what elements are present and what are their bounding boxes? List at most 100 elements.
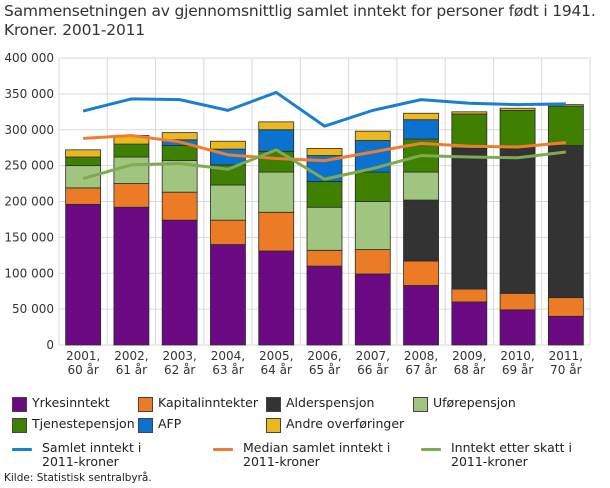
x-tick-label: 2006, xyxy=(307,349,341,363)
bar-stack xyxy=(451,111,488,346)
bar-segment-alderspensjon xyxy=(403,199,439,262)
bar-stack xyxy=(547,104,584,346)
bar-segment-tjenestepensjon xyxy=(354,171,391,202)
legend-swatch xyxy=(138,418,153,433)
legend-swatch xyxy=(138,397,153,412)
legend-swatch xyxy=(266,418,281,433)
chart-area: 0 50 000 100 000 150 000 200 000 250 000 300 0… xyxy=(4,51,591,377)
bar-segment-yrkesinntekt xyxy=(354,273,391,346)
y-tick-label: 0 xyxy=(46,338,54,352)
bar-segment-andre-overf-ringer xyxy=(210,140,246,150)
x-axis: 2001,60 år 2002,61 år 2003,62 år 2004,63 år… xyxy=(66,349,583,377)
legend-label: Kapitalinntekter xyxy=(158,395,258,410)
y-tick-label: 350 000 xyxy=(4,87,54,101)
x-tick-label: 60 år xyxy=(67,363,98,377)
bar-segment-uf-repensjon xyxy=(306,206,343,251)
x-tick-label: 2002, xyxy=(114,349,148,363)
bar-segment-andre-overf-ringer xyxy=(403,112,439,121)
bar-stack xyxy=(210,140,246,346)
bar-stack xyxy=(65,149,102,346)
x-tick-label: 64 år xyxy=(261,363,292,377)
bar-segment-yrkesinntekt xyxy=(547,315,584,346)
bar-segment-kapitalinntekter xyxy=(451,288,488,303)
bar-segment-alderspensjon xyxy=(451,148,488,290)
x-tick-label: 62 år xyxy=(164,363,195,377)
bar-segment-kapitalinntekter xyxy=(210,219,246,245)
legend-item-alderspensjon[interactable]: Alderspensjon xyxy=(266,396,374,412)
bar-segment-kapitalinntekter xyxy=(258,211,295,252)
x-tick-label: 2005, xyxy=(259,349,293,363)
legend-label: Uførepensjon xyxy=(433,395,516,410)
legend-swatch xyxy=(266,397,281,412)
line-samlet-inntekt-i-2011-kroner xyxy=(82,90,566,128)
legend-label: Inntekt etter skatt i 2011-kroner xyxy=(451,441,572,469)
legend-item-uforepensjon[interactable]: Uførepensjon xyxy=(413,396,516,412)
legend-label-line2: 2011-kroner xyxy=(42,454,119,469)
x-tick-label: 2003, xyxy=(163,349,197,363)
bar-segment-yrkesinntekt xyxy=(258,250,295,346)
legend-label: Alderspensjon xyxy=(286,395,375,410)
legend-label-line1: Median samlet inntekt i xyxy=(243,440,391,455)
bar-stack xyxy=(161,132,198,346)
chart-title: Sammensetningen av gjennomsnittlig samle… xyxy=(4,2,596,40)
bar-segment-andre-overf-ringer xyxy=(258,121,295,131)
legend-swatch xyxy=(12,397,27,412)
bar-segment-yrkesinntekt xyxy=(113,206,150,346)
bar-segment-uf-repensjon xyxy=(258,171,295,213)
bar-stack xyxy=(403,112,439,346)
x-tick-label: 2009, xyxy=(452,349,486,363)
legend-label: Samlet inntekt i 2011-kroner xyxy=(42,441,141,469)
bar-segment-afp xyxy=(403,119,439,140)
legend-item-afp[interactable]: AFP xyxy=(138,417,181,433)
x-tick-label: 69 år xyxy=(502,363,533,377)
legend-item-samlet-inntekt[interactable]: Samlet inntekt i 2011-kroner xyxy=(12,441,141,469)
legend-item-kapitalinntekter[interactable]: Kapitalinntekter xyxy=(138,396,258,412)
legend-item-andre-overforinger[interactable]: Andre overføringer xyxy=(266,417,404,433)
x-tick-label: 66 år xyxy=(357,363,388,377)
bar-segment-andre-overf-ringer xyxy=(161,132,198,141)
bar-segment-tjenestepensjon xyxy=(547,105,584,146)
legend-label-line1: Inntekt etter skatt i xyxy=(451,440,572,455)
bars xyxy=(65,104,584,346)
legend-label-line2: 2011-kroner xyxy=(243,454,320,469)
legend-label-line2: 2011-kroner xyxy=(451,454,528,469)
bar-segment-yrkesinntekt xyxy=(65,203,102,346)
bar-segment-tjenestepensjon xyxy=(451,113,488,149)
legend-item-inntekt-etter-skatt[interactable]: Inntekt etter skatt i 2011-kroner xyxy=(421,441,572,469)
y-tick-label: 150 000 xyxy=(4,230,54,244)
bar-segment-tjenestepensjon xyxy=(113,143,150,158)
bar-segment-uf-repensjon xyxy=(354,201,391,250)
legend-item-yrkesinntekt[interactable]: Yrkesinntekt xyxy=(12,396,110,412)
legend-item-median-samlet-inntekt[interactable]: Median samlet inntekt i 2011-kroner xyxy=(213,441,390,469)
bar-stack xyxy=(499,107,536,346)
legend-item-tjenestepensjon[interactable]: Tjenestepensjon xyxy=(12,417,135,433)
bar-segment-yrkesinntekt xyxy=(451,301,488,346)
x-tick-label: 2010, xyxy=(500,349,534,363)
bar-segment-kapitalinntekter xyxy=(306,249,343,267)
bar-segment-uf-repensjon xyxy=(113,156,150,184)
x-tick-label: 70 år xyxy=(550,363,581,377)
bar-stack xyxy=(354,130,391,346)
bar-segment-tjenestepensjon xyxy=(306,181,343,208)
bar-segment-yrkesinntekt xyxy=(210,244,246,346)
bar-segment-kapitalinntekter xyxy=(354,249,391,275)
x-tick-label: 2004, xyxy=(211,349,245,363)
x-tick-label: 2001, xyxy=(66,349,100,363)
x-tick-label: 2011, xyxy=(549,349,583,363)
line-inntekt-etter-skatt-i-2011-kroner xyxy=(82,148,567,181)
legend-label: Median samlet inntekt i 2011-kroner xyxy=(243,441,390,469)
bar-segment-yrkesinntekt xyxy=(161,219,198,346)
bar-segment-yrkesinntekt xyxy=(403,285,439,346)
y-tick-label: 400 000 xyxy=(4,51,54,65)
bar-segment-andre-overf-ringer xyxy=(451,111,488,115)
x-tick-label: 67 år xyxy=(405,363,436,377)
x-tick-label: 63 år xyxy=(212,363,243,377)
legend-line-swatch xyxy=(12,448,32,451)
x-tick-label: 2008, xyxy=(404,349,438,363)
legend-label: Tjenestepensjon xyxy=(32,416,135,431)
line-median-samlet-inntekt-i-2011-kroner xyxy=(83,133,566,163)
legend-swatch xyxy=(413,397,428,412)
chart-title-line1: Sammensetningen av gjennomsnittlig samle… xyxy=(4,2,596,20)
bar-segment-alderspensjon xyxy=(499,146,536,294)
bar-segment-tjenestepensjon xyxy=(499,109,536,148)
